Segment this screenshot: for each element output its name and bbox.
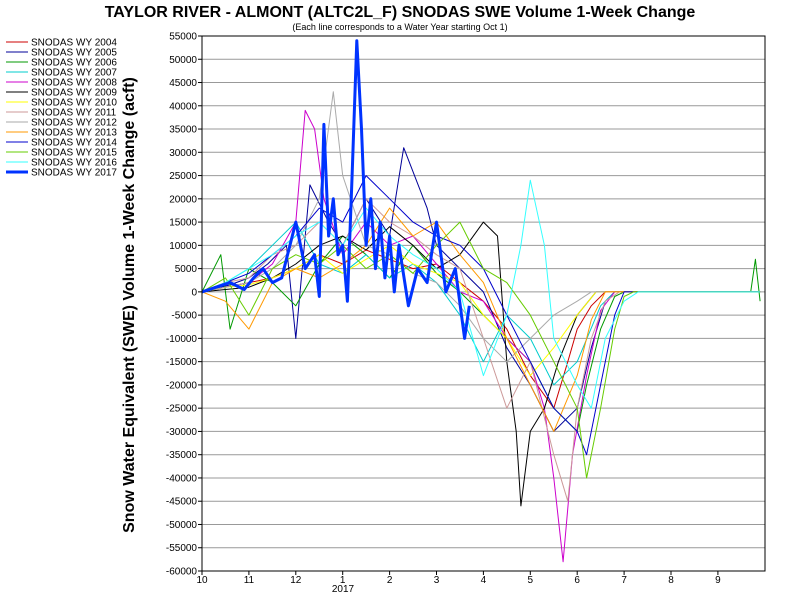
- y-tick-label: 45000: [169, 78, 197, 89]
- legend-label: SNODAS WY 2017: [31, 168, 117, 179]
- grid: [202, 35, 765, 572]
- y-tick-label: -10000: [166, 334, 198, 345]
- x-tick-label: 5: [528, 575, 534, 586]
- y-tick-label: -45000: [166, 497, 198, 508]
- legend-label: SNODAS WY 2011: [31, 108, 117, 119]
- y-tick-label: 10000: [169, 241, 197, 252]
- legend-label: SNODAS WY 2010: [31, 98, 117, 109]
- legend-label: SNODAS WY 2007: [31, 68, 117, 79]
- series-line-6: [201, 244, 761, 377]
- series-layer: [201, 39, 761, 563]
- legend-label: SNODAS WY 2004: [31, 38, 117, 49]
- x-tick-label: 10: [196, 575, 208, 586]
- x-tick-label: 4: [481, 575, 487, 586]
- series-line-11: [201, 221, 761, 479]
- y-tick-label: -55000: [166, 543, 198, 554]
- y-tick-label: 25000: [169, 171, 197, 182]
- y-tick-label: 15000: [169, 218, 197, 229]
- y-tick-label: -5000: [171, 311, 197, 322]
- x-tick-label: 2: [387, 575, 393, 586]
- x-year-label: 2017: [332, 584, 355, 595]
- legend-label: SNODAS WY 2009: [31, 88, 117, 99]
- x-tick-label: 12: [290, 575, 302, 586]
- legend-label: SNODAS WY 2016: [31, 158, 117, 169]
- legend-label: SNODAS WY 2005: [31, 48, 117, 59]
- series-line-1: [201, 147, 761, 432]
- y-tick-label: 50000: [169, 55, 197, 66]
- x-tick-label: 6: [574, 575, 580, 586]
- legend-label: SNODAS WY 2008: [31, 78, 117, 89]
- chart-title: TAYLOR RIVER - ALMONT (ALTC2L_F) SNODAS …: [105, 4, 696, 21]
- y-axis-ticks: 5500050000450004000035000300002500020000…: [166, 32, 202, 578]
- legend-label: SNODAS WY 2015: [31, 148, 117, 159]
- series-line-3: [201, 221, 761, 386]
- series-line-13: [201, 39, 471, 340]
- y-tick-label: 5000: [175, 264, 198, 275]
- y-tick-label: 0: [191, 287, 197, 298]
- y-tick-label: 40000: [169, 101, 197, 112]
- y-tick-label: -40000: [166, 473, 198, 484]
- x-tick-label: 1: [340, 575, 346, 586]
- legend-label: SNODAS WY 2012: [31, 118, 117, 129]
- y-tick-label: 30000: [169, 148, 197, 159]
- series-line-8: [201, 91, 761, 363]
- y-tick-label: -60000: [166, 567, 198, 578]
- legend-label: SNODAS WY 2014: [31, 138, 117, 149]
- x-tick-label: 7: [621, 575, 627, 586]
- legend-label: SNODAS WY 2013: [31, 128, 117, 139]
- series-line-9: [201, 207, 761, 432]
- y-tick-label: -20000: [166, 380, 198, 391]
- y-tick-label: 35000: [169, 125, 197, 136]
- y-tick-label: -25000: [166, 404, 198, 415]
- x-axis-ticks: 10 11 12 1 2 3 4 5 6 7 8 9: [196, 571, 721, 586]
- legend-label: SNODAS WY 2006: [31, 58, 117, 69]
- x-tick-label: 8: [668, 575, 674, 586]
- series-line-4: [201, 109, 761, 563]
- x-tick-label: 9: [715, 575, 721, 586]
- y-tick-label: 20000: [169, 194, 197, 205]
- y-tick-label: -15000: [166, 357, 198, 368]
- plot-frame: [201, 35, 766, 572]
- series-line-7: [201, 198, 761, 502]
- y-axis-label: Snow Water Equivalent (SWE) Volume 1-Wee…: [121, 77, 138, 533]
- series-line-12: [201, 179, 761, 409]
- y-tick-label: -50000: [166, 520, 198, 531]
- x-tick-label: 11: [244, 575, 255, 586]
- y-tick-label: -30000: [166, 427, 198, 438]
- y-tick-label: -35000: [166, 450, 198, 461]
- y-tick-label: 55000: [169, 32, 197, 43]
- chart-subtitle: (Each line corresponds to a Water Year s…: [292, 22, 507, 32]
- x-tick-label: 3: [434, 575, 440, 586]
